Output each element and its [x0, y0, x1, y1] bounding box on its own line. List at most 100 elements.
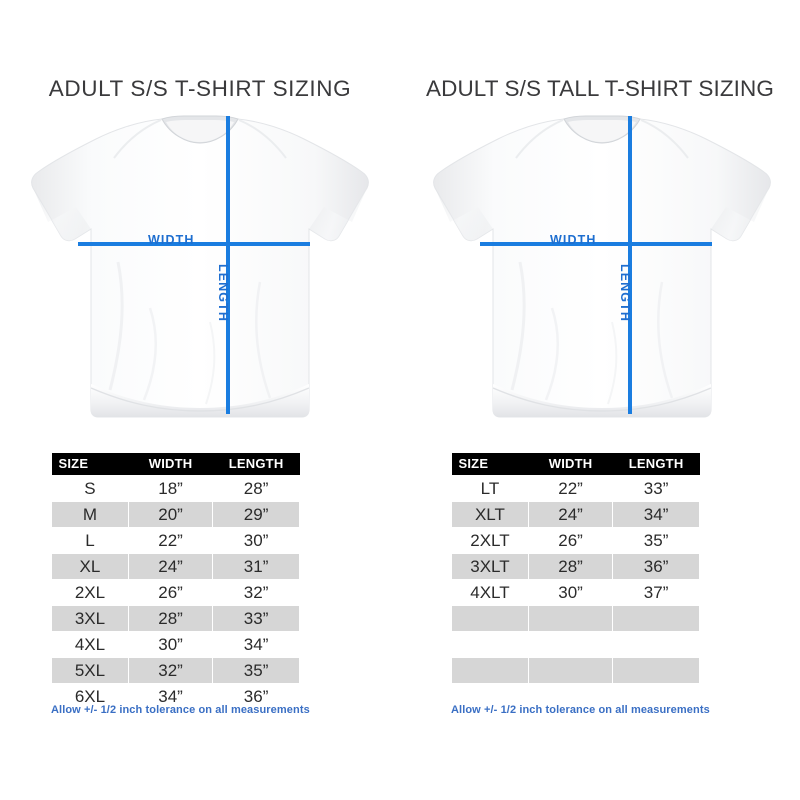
- table-row-empty: [451, 631, 700, 658]
- width-label: WIDTH: [148, 233, 195, 247]
- tshirt-body: [31, 115, 369, 418]
- cell-width: [527, 657, 614, 684]
- cell-width: 26”: [127, 579, 214, 606]
- tshirt-body: [433, 115, 771, 418]
- table-row: M 20” 29”: [51, 501, 300, 528]
- table-header-row: SIZE WIDTH LENGTH: [451, 453, 700, 476]
- cell-length: 32”: [212, 579, 300, 606]
- page-title-adult-ss: ADULT S/S T-SHIRT SIZING: [48, 76, 352, 101]
- cell-width: 20”: [127, 501, 214, 528]
- cell-width: 18”: [127, 475, 214, 502]
- column-header-length: LENGTH: [612, 453, 700, 476]
- table-row-empty: [451, 605, 700, 632]
- cell-size: 2XL: [51, 579, 129, 606]
- column-header-length: LENGTH: [212, 453, 300, 476]
- cell-length: 36”: [212, 683, 300, 710]
- cell-length: [612, 631, 700, 658]
- cell-size: 6XL: [51, 683, 129, 710]
- cell-length: 34”: [212, 631, 300, 658]
- cell-size: XLT: [451, 501, 529, 528]
- tolerance-note-adult-ss: Allow +/- 1/2 inch tolerance on all meas…: [51, 704, 310, 716]
- column-header-size: SIZE: [51, 453, 129, 476]
- cell-length: 35”: [212, 657, 300, 684]
- cell-length: 35”: [612, 527, 700, 554]
- tshirt-diagram-adult-ss-tall: WIDTH LENGTH: [414, 112, 786, 452]
- width-label: WIDTH: [550, 233, 597, 247]
- measurement-lines: [480, 116, 712, 414]
- cell-length: 30”: [212, 527, 300, 554]
- column-header-width: WIDTH: [528, 453, 613, 476]
- column-header-size: SIZE: [451, 453, 529, 476]
- cell-size: LT: [451, 475, 529, 502]
- cell-length: [612, 683, 700, 710]
- cell-length: 34”: [612, 501, 700, 528]
- cell-size: 2XLT: [451, 527, 529, 554]
- cell-length: [612, 605, 700, 632]
- cell-width: 22”: [127, 527, 214, 554]
- length-label: LENGTH: [216, 264, 230, 322]
- table-header-row: SIZE WIDTH LENGTH: [51, 453, 300, 476]
- tshirt-diagram-adult-ss: WIDTH LENGTH: [14, 112, 386, 452]
- cell-width: 28”: [527, 553, 614, 580]
- cell-size: 5XL: [51, 657, 129, 684]
- cell-length: 33”: [212, 605, 300, 632]
- table-row: 6XL 34” 36”: [51, 683, 300, 710]
- measurement-lines: [78, 116, 310, 414]
- panel-adult-ss: ADULT S/S T-SHIRT SIZING: [14, 76, 386, 716]
- cell-size: 4XL: [51, 631, 129, 658]
- cell-width: [527, 631, 614, 658]
- cell-width: [527, 683, 614, 710]
- length-label: LENGTH: [618, 264, 632, 322]
- cell-size: 4XLT: [451, 579, 529, 606]
- tshirt-illustration: [433, 115, 771, 418]
- cell-width: 30”: [527, 579, 614, 606]
- cell-size: 3XL: [51, 605, 129, 632]
- cell-width: 28”: [127, 605, 214, 632]
- table-row: L 22” 30”: [51, 527, 300, 554]
- tolerance-note-adult-ss-tall: Allow +/- 1/2 inch tolerance on all meas…: [451, 704, 710, 716]
- cell-length: 33”: [612, 475, 700, 502]
- table-row: XL 24” 31”: [51, 553, 300, 580]
- size-table-adult-ss-tall: SIZE WIDTH LENGTH LT 22” 33” XLT 24” 34”: [451, 453, 700, 710]
- cell-width: 24”: [527, 501, 614, 528]
- page-title-adult-ss-tall: ADULT S/S TALL T-SHIRT SIZING: [425, 76, 774, 101]
- table-row: 5XL 32” 35”: [51, 657, 300, 684]
- table-row-empty: [451, 683, 700, 710]
- cell-size: XL: [51, 553, 129, 580]
- tshirt-illustration: [31, 115, 369, 418]
- cell-length: 28”: [212, 475, 300, 502]
- cell-length: 37”: [612, 579, 700, 606]
- cell-size: S: [51, 475, 129, 502]
- table-row: XLT 24” 34”: [451, 501, 700, 528]
- cell-width: 26”: [527, 527, 614, 554]
- cell-length: 29”: [212, 501, 300, 528]
- cell-size: [451, 631, 529, 658]
- table-row: 2XL 26” 32”: [51, 579, 300, 606]
- table-row: S 18” 28”: [51, 475, 300, 502]
- panel-adult-ss-tall: ADULT S/S TALL T-SHIRT SIZING: [400, 0, 800, 800]
- cell-width: 30”: [127, 631, 214, 658]
- cell-length: 36”: [612, 553, 700, 580]
- cell-width: 32”: [127, 657, 214, 684]
- cell-size: M: [51, 501, 129, 528]
- cell-length: [612, 657, 700, 684]
- column-header-width: WIDTH: [128, 453, 213, 476]
- table-row: 2XLT 26” 35”: [451, 527, 700, 554]
- table-row: 3XLT 28” 36”: [451, 553, 700, 580]
- size-table-adult-ss: SIZE WIDTH LENGTH S 18” 28” M 20” 29”: [51, 453, 300, 710]
- cell-size: [451, 605, 529, 632]
- table-row: 3XL 28” 33”: [51, 605, 300, 632]
- cell-size: L: [51, 527, 129, 554]
- cell-size: 3XLT: [451, 553, 529, 580]
- cell-width: 22”: [527, 475, 614, 502]
- cell-size: [451, 683, 529, 710]
- table-row-empty: [451, 657, 700, 684]
- cell-width: 24”: [127, 553, 214, 580]
- cell-width: 34”: [127, 683, 214, 710]
- table-row: 4XL 30” 34”: [51, 631, 300, 658]
- table-row: 4XLT 30” 37”: [451, 579, 700, 606]
- cell-length: 31”: [212, 553, 300, 580]
- cell-size: [451, 657, 529, 684]
